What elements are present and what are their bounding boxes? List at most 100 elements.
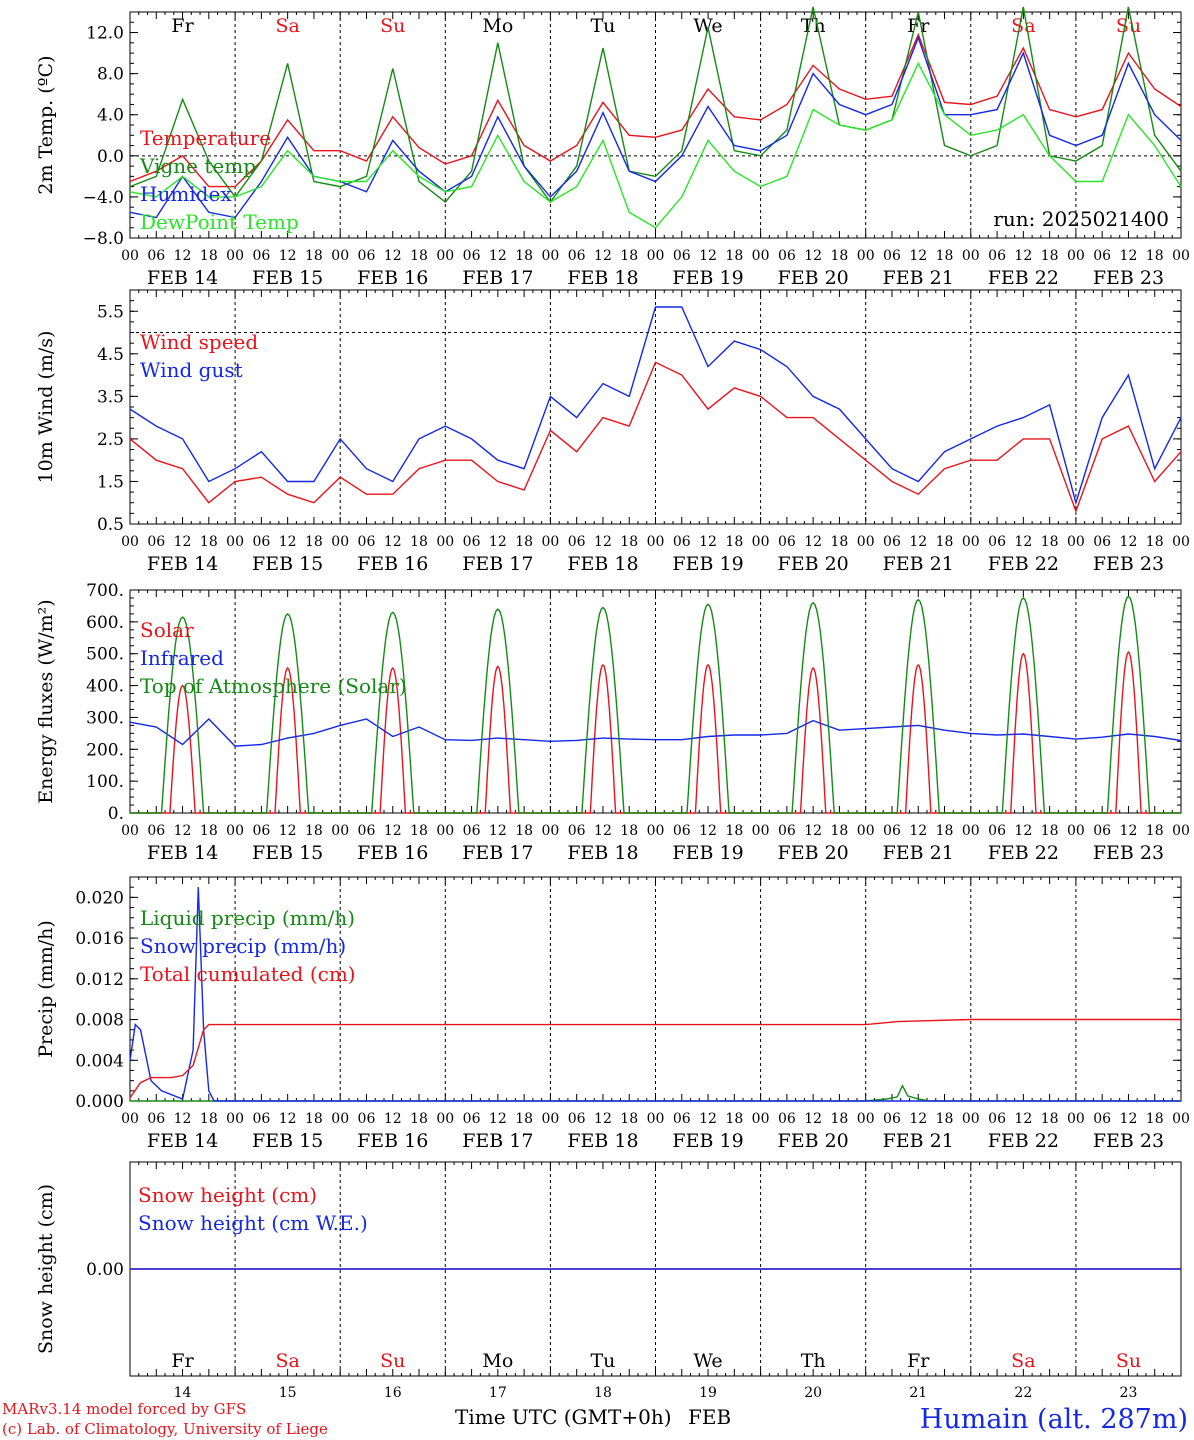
x-hour-label: 06 [147,534,165,550]
panel-snow: 0.00 Snow height (cm) 14 15 16 17 18 19 20 21 22 23… [35,1161,1182,1401]
series-line-humidex [129,35,1182,219]
x-hour-label: 18 [1041,534,1059,550]
x-hour-label: 06 [1093,1111,1111,1127]
x-hour-label: 18 [936,248,954,264]
x-date-label: FEB 22 [988,553,1059,575]
x-hour-label: 12 [594,1111,612,1127]
x-hour-label: 00 [1067,823,1085,839]
x-hour-label: 00 [331,534,349,550]
x-hour-label: 18 [620,534,638,550]
x-date-label: FEB 15 [252,1130,323,1152]
x-date-label: FEB 18 [567,553,638,575]
weekday-label: Sa [275,1350,299,1372]
x-hour-label: 00 [226,1111,244,1127]
x-hour-label: 18 [1146,823,1164,839]
x-axis-label: Time UTC (GMT+0h) [455,1405,672,1429]
x-date-label: FEB 14 [147,553,218,575]
y-tick-label: 4.5 [97,345,124,365]
x-date-label: FEB 23 [1093,842,1164,864]
x-hour-label: 18 [831,534,849,550]
legend-entry: Solar [140,618,194,642]
x-hour-label: 00 [226,248,244,264]
y-tick-label: 0. [108,804,124,824]
x-hour-label: 12 [1014,823,1032,839]
x-hour-label: 00 [1067,1111,1085,1127]
x-hour-label: 06 [673,1111,691,1127]
legend-entry: DewPoint Temp [140,210,299,234]
legend-entry: Top of Atmosphere (Solar) [140,674,407,698]
x-hour-label: 06 [252,534,270,550]
x-hour-label: 00 [436,248,454,264]
x-hour-label: 00 [962,248,980,264]
series-line-wind-speed [129,361,1182,514]
x-hour-label: 18 [410,1111,428,1127]
x-hour-label: 00 [647,1111,665,1127]
bottom-day-label: 23 [1120,1385,1138,1401]
x-hour-label: 00 [541,823,559,839]
x-hour-label: 06 [988,248,1006,264]
x-hour-label: 00 [1172,248,1190,264]
x-hour-label: 06 [463,248,481,264]
x-date-label: FEB 23 [1093,1130,1164,1152]
x-hour-label: 18 [1041,248,1059,264]
x-hour-label: 18 [936,823,954,839]
legend-entry: Wind gust [140,358,243,382]
x-hour-label: 00 [1172,534,1190,550]
x-hour-label: 18 [200,248,218,264]
x-hour-label: 12 [279,823,297,839]
credit-line-2: (c) Lab. of Climatology, University of L… [2,1420,328,1438]
credit-line-1: MARv3.14 model forced by GFS [2,1400,246,1418]
x-hour-label: 06 [463,534,481,550]
x-hour-label: 18 [620,1111,638,1127]
x-hour-label: 00 [331,248,349,264]
x-hour-label: 00 [647,248,665,264]
x-hour-label: 06 [568,1111,586,1127]
y-tick-label: 0.012 [75,970,124,990]
x-hour-label: 00 [436,534,454,550]
x-date-label: FEB 20 [778,267,849,289]
legend-entry: Snow precip (mm/h) [140,934,346,958]
x-hour-label: 00 [121,248,139,264]
x-hour-label: 12 [279,534,297,550]
x-hour-label: 00 [541,534,559,550]
bottom-day-label: 19 [699,1385,717,1401]
x-hour-label: 00 [857,534,875,550]
x-hour-label: 12 [804,248,822,264]
x-hour-label: 06 [463,1111,481,1127]
weekday-label: Tu [590,15,615,37]
x-hour-label: 06 [252,823,270,839]
x-hour-label: 06 [778,823,796,839]
x-hour-label: 18 [936,534,954,550]
y-tick-label: 0.5 [97,515,124,535]
series-line-total-cumulated-cm- [129,1018,1181,1099]
bottom-day-label: 21 [909,1385,927,1401]
x-hour-label: 00 [857,1111,875,1127]
x-hour-label: 06 [1093,248,1111,264]
weekday-label: Su [1116,1350,1141,1372]
x-hour-label: 18 [936,1111,954,1127]
x-hour-label: 18 [410,534,428,550]
x-date-label: FEB 16 [357,553,428,575]
x-hour-label: 18 [620,823,638,839]
x-hour-label: 00 [1172,1111,1190,1127]
series-group [129,887,1181,1102]
x-hour-label: 18 [410,823,428,839]
x-hour-label: 00 [121,1111,139,1127]
x-hour-label: 18 [305,248,323,264]
series-line-infrared [129,718,1182,747]
x-hour-label: 06 [463,823,481,839]
y-tick-label: 400. [86,677,124,697]
x-hour-label: 12 [909,248,927,264]
x-hour-label: 18 [725,1111,743,1127]
x-hour-label: 12 [804,823,822,839]
x-hour-label: 00 [541,248,559,264]
x-hour-label: 00 [1067,534,1085,550]
x-date-label: FEB 14 [147,267,218,289]
y-axis-label: 2m Temp. (ºC) [35,55,57,194]
x-date-label: FEB 22 [988,1130,1059,1152]
x-date-label: FEB 19 [672,553,743,575]
x-hour-label: 12 [489,248,507,264]
bottom-day-label: 20 [804,1385,822,1401]
y-tick-label: 500. [86,645,124,665]
weekday-label: Su [380,15,405,37]
